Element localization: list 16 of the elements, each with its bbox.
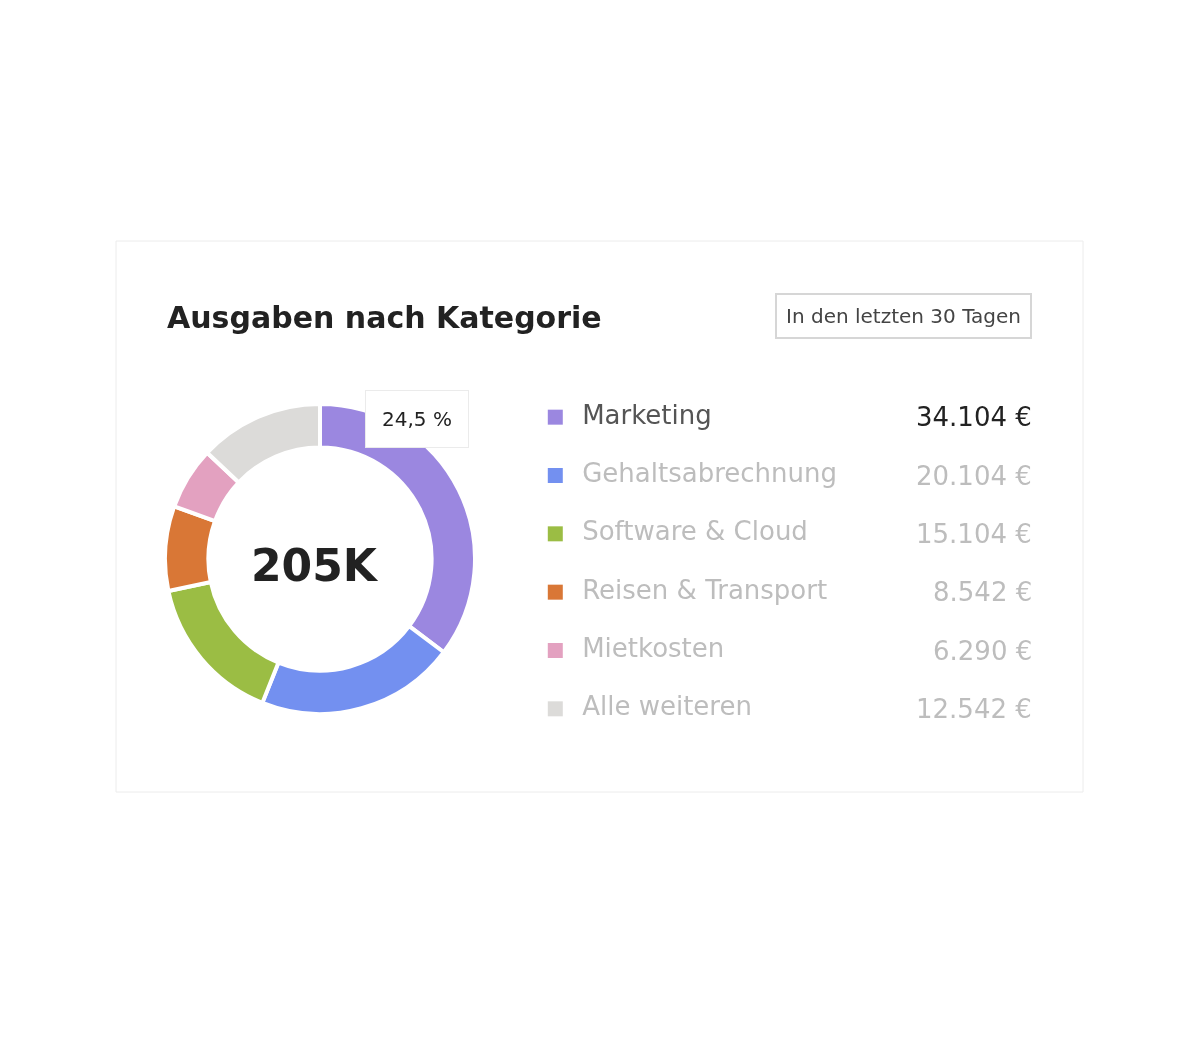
text: 24,5 % <box>382 407 452 431</box>
data-label: 20.104 € <box>916 461 1032 491</box>
legend-label: Mietkosten <box>565 633 725 663</box>
legend-label: Software & Cloud <box>565 516 808 547</box>
text: 205K <box>251 540 379 591</box>
chart-title: Ausgaben nach Kategorie <box>167 300 602 335</box>
legend-label: Reisen & Transport <box>565 574 828 605</box>
data-label: 12.542 € <box>916 694 1032 724</box>
data-label: 15.104 € <box>916 519 1032 549</box>
text: In den letzten 30 Tagen <box>786 304 1021 328</box>
data-label: 6.290 € <box>933 636 1033 666</box>
legend-label: Alle weiteren <box>565 691 752 722</box>
legend-label: Marketing <box>565 399 712 430</box>
legend-label: Gehaltsabrechnung <box>565 458 837 488</box>
data-label: 34.104 € <box>916 402 1032 432</box>
data-label: 8.542 € <box>933 577 1033 607</box>
